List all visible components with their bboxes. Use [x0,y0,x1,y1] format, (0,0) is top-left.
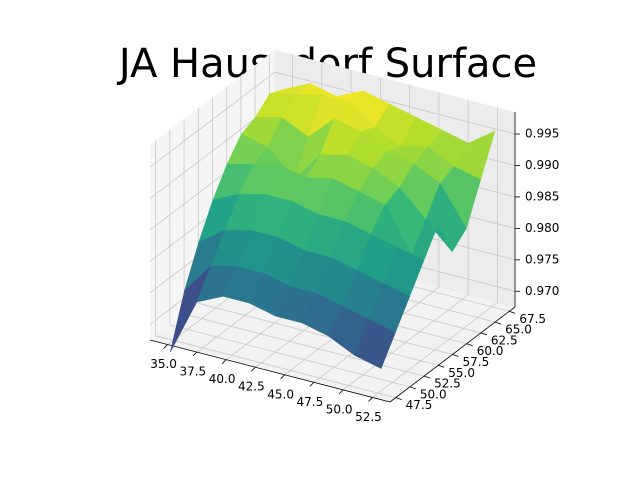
tick-mark [494,321,502,325]
grid-line [155,335,396,399]
tick-mark [509,310,516,314]
tick-mark [163,344,168,349]
z-tick-label: 0.975 [525,252,559,266]
tick-mark [251,366,256,372]
x-tick-label: 50.0 [326,402,353,416]
grid-line [198,302,439,366]
surface-cell [354,319,396,369]
x-tick-label: 42.5 [238,380,265,394]
tick-mark [338,389,344,395]
x-tick-label: 35.0 [150,357,177,371]
y-tick-label: 57.5 [463,355,490,369]
tick-mark [423,375,431,379]
y-tick-label: 60.0 [477,344,504,358]
y-tick-label: 52.5 [434,377,461,391]
tick-mark [192,351,198,357]
y-tick-label: 65.0 [505,323,532,337]
x-tick-label: 40.0 [209,372,236,386]
z-tick-label: 0.995 [525,127,559,141]
y-tick-label: 55.0 [448,366,475,380]
tick-mark [409,386,417,390]
x-tick-label: 47.5 [297,395,324,409]
x-tick-label: 37.5 [179,365,206,379]
tick-mark [480,332,488,336]
tick-mark [280,374,285,380]
grid-line [169,324,410,388]
tick-mark [452,354,459,357]
z-tick-label: 0.985 [525,189,559,203]
tick-mark [309,382,315,387]
z-tick-label: 0.970 [525,284,559,298]
tick-mark [221,359,227,364]
y-tick-label: 50.0 [420,387,447,401]
x-tick-label: 45.0 [267,387,294,401]
x-tick-label: 52.5 [355,410,382,424]
y-axis-line [389,306,516,403]
tick-mark [466,343,473,347]
tick-mark [395,397,402,401]
y-tick-label: 62.5 [491,333,518,347]
z-tick-label: 0.990 [525,158,559,172]
grid-line [183,313,425,377]
y-tick-label: 47.5 [406,398,433,412]
y-tick-label: 67.5 [519,312,546,326]
tick-mark [368,397,373,402]
tick-mark [438,364,445,368]
grid-line [149,71,276,168]
x-axis-line [149,339,391,403]
z-tick-label: 0.980 [525,221,559,235]
grid-line [274,71,516,135]
